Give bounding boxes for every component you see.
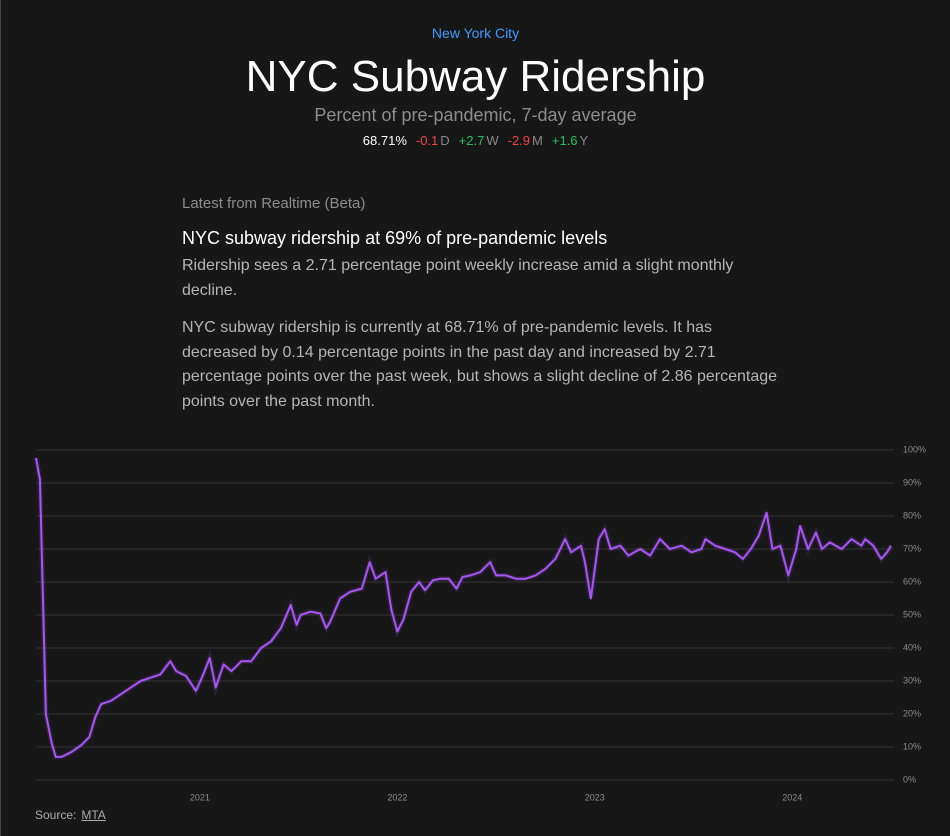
change-period: M <box>532 133 543 148</box>
change-value: +2.7 <box>458 133 485 148</box>
article-label: Latest from Realtime (Beta) <box>182 195 366 212</box>
line <box>35 457 892 758</box>
y-tick-label: 0% <box>903 774 916 784</box>
y-tick-label: 10% <box>903 741 921 751</box>
stats: 68.71% -0.1 D +2.7 W -2.9 M +1.6 Y <box>1 133 950 148</box>
line-glow <box>33 457 894 760</box>
y-tick-label: 70% <box>903 543 921 553</box>
article-body: NYC subway ridership is currently at 68.… <box>182 319 778 410</box>
change-value: -2.9 <box>507 133 531 148</box>
eyebrow: New York City <box>431 25 520 41</box>
source-label: Source: <box>35 808 77 822</box>
y-tick-label: 50% <box>903 609 921 619</box>
current-value: 68.71% <box>362 133 407 148</box>
title: NYC Subway Ridership <box>245 52 706 101</box>
source: Source: MTA <box>35 808 106 822</box>
x-tick-label: 2024 <box>782 792 802 802</box>
x-tick-label: 2023 <box>585 792 605 802</box>
y-tick-label: 100% <box>903 444 926 454</box>
article-summary: Ridership sees a 2.71 percentage point w… <box>182 257 734 299</box>
change-value: -0.1 <box>415 133 439 148</box>
x-tick-label: 2022 <box>387 792 407 802</box>
y-tick-label: 40% <box>903 642 921 652</box>
source-link[interactable]: MTA <box>81 808 106 822</box>
article-headline: NYC subway ridership at 69% of pre-pande… <box>182 228 608 248</box>
y-tick-label: 90% <box>903 477 921 487</box>
subtitle: Percent of pre-pandemic, 7-day average <box>314 105 637 125</box>
y-tick-label: 60% <box>903 576 921 586</box>
change-period: Y <box>579 133 589 148</box>
y-tick-label: 80% <box>903 510 921 520</box>
x-tick-label: 2021 <box>190 792 210 802</box>
y-tick-label: 30% <box>903 675 921 685</box>
y-tick-label: 20% <box>903 708 921 718</box>
change-period: W <box>486 133 499 148</box>
change-period: D <box>440 133 450 148</box>
change-value: +1.6 <box>551 133 578 148</box>
